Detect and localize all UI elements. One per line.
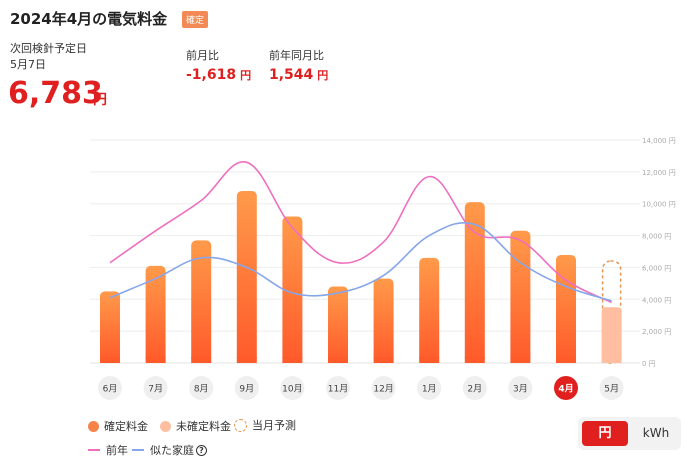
bar-confirmed <box>373 278 394 363</box>
month-tick <box>462 376 487 400</box>
bar-confirmed-base <box>464 357 485 363</box>
month-tick <box>189 376 214 400</box>
legend-forecast: 当月予測 <box>234 417 296 433</box>
month-label: 12月 <box>373 384 393 395</box>
y-tick-label: 8,000 円 <box>642 233 671 241</box>
bar-confirmed-base <box>373 357 394 363</box>
bar-confirmed-base <box>510 357 531 363</box>
toggle-yen-button[interactable]: 円 <box>582 421 628 446</box>
month-tick <box>143 376 168 400</box>
next-reading-date: 5月7日 <box>10 58 46 71</box>
bar-confirmed-base <box>100 357 120 363</box>
bar-confirmed-base <box>282 357 303 363</box>
bar-confirmed-base <box>556 357 576 363</box>
prev-month-value: -1,618 円 <box>186 67 251 83</box>
y-tick-label: 12,000 円 <box>642 169 676 177</box>
month-label: 10月 <box>282 384 302 395</box>
bar-confirmed <box>419 257 440 363</box>
month-label: 5月 <box>604 384 619 395</box>
page-title: 2024年4月の電気料金 <box>10 10 168 28</box>
month-tick <box>98 376 122 400</box>
help-icon[interactable]: ? <box>196 444 207 456</box>
y-tick-label: 6,000 円 <box>642 264 671 272</box>
bill-chart: 0 円 2,000 円 4,000 円 6,000 円 8,000 円 10,000 円 1… <box>90 137 676 400</box>
confirmed-swatch <box>88 420 99 432</box>
toggle-kwh-button[interactable]: kWh <box>642 426 670 440</box>
legend-unconfirmed-label: 未確定料金 <box>176 420 231 433</box>
legend-last-year: 前年 <box>88 442 128 458</box>
month-tick-selected <box>554 376 578 400</box>
bar-confirmed <box>236 190 257 363</box>
legend-last-year-label: 前年 <box>106 444 128 457</box>
bar-confirmed <box>145 265 166 363</box>
y-tick-label: 2,000 円 <box>642 328 671 336</box>
month-label: 8月 <box>194 384 209 395</box>
bar-unconfirmed <box>601 307 622 363</box>
bar-confirmed <box>282 216 303 363</box>
month-label: 9月 <box>239 384 254 395</box>
next-reading-label: 次回検針予定日 <box>10 42 87 55</box>
month-tick <box>234 376 259 400</box>
prev-year-value: 1,544 円 <box>269 67 328 83</box>
last-year-swatch <box>88 449 100 451</box>
bill-amount-unit: 円 <box>93 92 107 108</box>
last-year-line <box>109 161 612 304</box>
month-label: 11月 <box>328 384 348 395</box>
month-tick <box>599 376 624 400</box>
prev-month-unit: 円 <box>240 69 252 82</box>
month-label: 6月 <box>103 384 118 395</box>
bar-confirmed <box>100 291 120 363</box>
legend-similar: 似た家庭 ? <box>132 442 207 458</box>
month-tick <box>508 376 533 400</box>
y-tick-label: 14,000 円 <box>642 137 676 145</box>
month-label: 3月 <box>513 384 528 395</box>
bar-confirmed-base <box>191 357 212 363</box>
bar-confirmed <box>510 230 531 363</box>
y-tick-label: 0 円 <box>642 360 656 368</box>
month-label: 7月 <box>148 384 163 395</box>
legend-forecast-label: 当月予測 <box>252 419 296 432</box>
legend-similar-label: 似た家庭 <box>150 444 194 457</box>
bar-confirmed <box>464 202 485 363</box>
month-tick <box>371 376 396 400</box>
bar-confirmed-base <box>145 357 166 363</box>
month-tick <box>417 376 442 400</box>
bar-confirmed <box>191 240 212 363</box>
month-tick <box>280 376 305 400</box>
y-tick-label: 4,000 円 <box>642 296 671 304</box>
legend-unconfirmed: 未確定料金 <box>160 418 231 434</box>
bar-unconfirmed-base <box>601 357 622 363</box>
bar-confirmed-base <box>236 357 257 363</box>
similar-swatch <box>132 449 144 451</box>
month-tick <box>326 376 350 400</box>
bar-confirmed <box>328 286 348 363</box>
month-label: 4月 <box>558 384 573 395</box>
month-label: 2月 <box>467 384 482 395</box>
prev-year-label: 前年同月比 <box>269 49 324 62</box>
prev-year-number: 1,544 <box>269 67 314 83</box>
prev-year-unit: 円 <box>317 69 329 82</box>
legend-confirmed-label: 確定料金 <box>104 420 148 433</box>
prev-month-label: 前月比 <box>186 49 219 62</box>
similar-household-line <box>109 222 612 302</box>
legend-confirmed: 確定料金 <box>88 418 148 434</box>
prev-month-number: -1,618 <box>186 67 237 83</box>
bar-confirmed <box>556 254 576 363</box>
unconfirmed-swatch <box>160 420 171 432</box>
y-tick-label: 10,000 円 <box>642 201 676 209</box>
bar-confirmed-base <box>419 357 440 363</box>
unit-toggle: 円 kWh <box>578 417 681 450</box>
status-badge: 確定 <box>182 11 209 28</box>
forecast-swatch <box>234 418 247 432</box>
month-label: 1月 <box>422 384 437 395</box>
bar-confirmed-base <box>328 357 348 363</box>
bill-amount: 6,783 <box>8 76 103 111</box>
